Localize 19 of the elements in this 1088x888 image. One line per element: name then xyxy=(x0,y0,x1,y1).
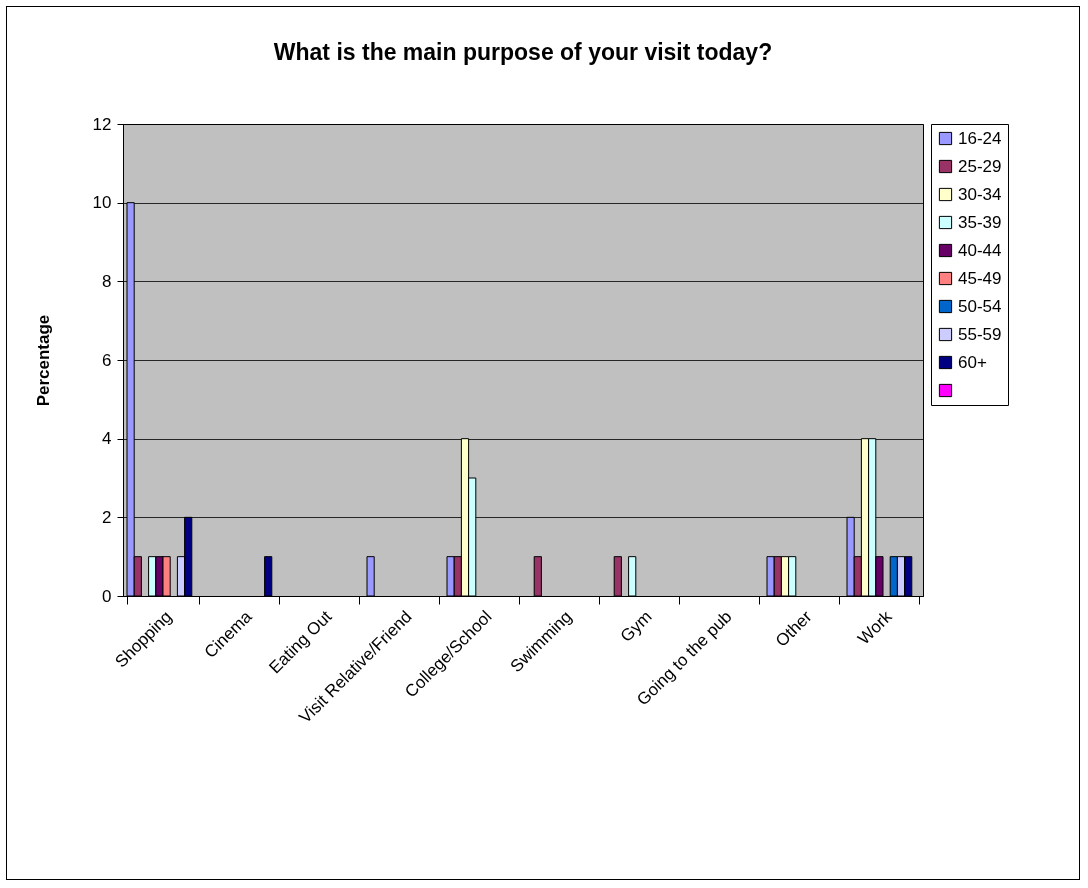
legend-label: 40-44 xyxy=(958,240,1002,260)
legend-label: 60+ xyxy=(958,352,987,372)
legend-label: 25-29 xyxy=(958,156,1002,176)
y-axis-title: Percentage xyxy=(33,314,53,407)
legend-label: 30-34 xyxy=(958,184,1002,204)
chart-title: What is the main purpose of your visit today? xyxy=(273,39,773,65)
y-tick-label: 4 xyxy=(102,429,112,449)
legend-label: 45-49 xyxy=(958,268,1002,288)
legend-label: 16-24 xyxy=(958,128,1002,148)
y-tick-label: 0 xyxy=(102,586,112,606)
legend-label: 50-54 xyxy=(958,296,1002,316)
y-tick-label: 6 xyxy=(102,350,112,370)
y-tick-label: 12 xyxy=(92,114,112,134)
legend-label: 55-59 xyxy=(958,324,1002,344)
x-tick-label: Gym xyxy=(616,607,656,646)
legend-label: 35-39 xyxy=(958,212,1002,232)
y-tick-label: 10 xyxy=(92,193,112,213)
y-tick-label: 2 xyxy=(102,507,112,527)
y-tick-label: 8 xyxy=(102,271,112,291)
